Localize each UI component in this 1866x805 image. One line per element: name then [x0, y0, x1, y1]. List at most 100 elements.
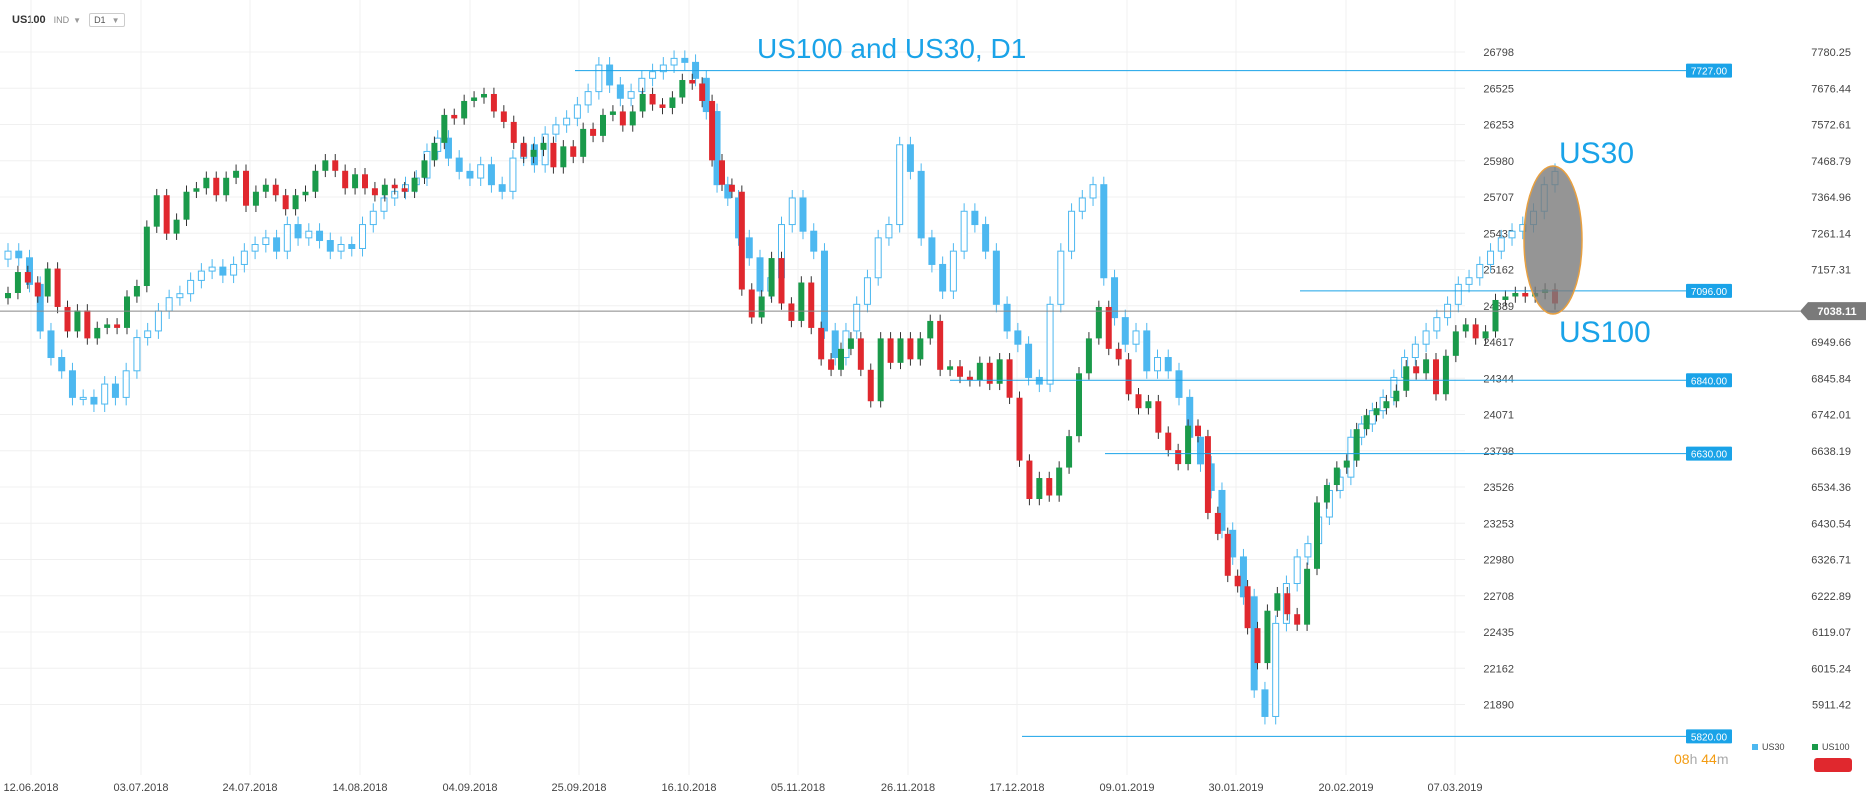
timeframe-dropdown[interactable]: D1 ▼ — [89, 13, 125, 27]
us30-candle — [799, 197, 807, 232]
us100-candle — [183, 191, 190, 220]
us100-candle — [758, 296, 765, 318]
us100-candle — [1482, 331, 1489, 339]
sell-button[interactable] — [1814, 758, 1852, 772]
us30-candle — [1454, 283, 1462, 305]
us100-candle — [252, 191, 259, 206]
us100-candle — [14, 272, 21, 293]
us100-candle — [1175, 450, 1182, 465]
us30-candle — [1068, 210, 1076, 252]
us100-candle — [738, 191, 745, 290]
y-tick-label-us30: 23798 — [1483, 446, 1514, 458]
us30-candle — [1497, 237, 1505, 252]
us30-candle — [584, 91, 592, 106]
us30-candle — [240, 250, 248, 265]
level-price-tag — [1686, 63, 1732, 78]
us100-candle — [1393, 390, 1400, 402]
level-price-label: 7727.00 — [1691, 67, 1728, 78]
us100-candle — [1115, 348, 1122, 360]
candle-countdown-timer: 08h 44m — [1674, 751, 1729, 767]
y-tick-label-us100: 7676.44 — [1811, 83, 1851, 95]
x-tick-label: 04.09.2018 — [442, 782, 497, 794]
us100-candle — [857, 338, 864, 370]
us100-candle — [441, 114, 448, 143]
us100-candle — [1036, 478, 1043, 499]
us30-candle — [165, 297, 173, 312]
us100-candle — [471, 97, 478, 101]
y-tick-label-us100: 7468.79 — [1811, 156, 1851, 168]
y-tick-label-us30: 22980 — [1483, 555, 1514, 567]
us100-candle — [1433, 359, 1439, 395]
us100-candle — [133, 286, 140, 297]
us30-candle — [595, 64, 603, 93]
us30-candle — [1046, 303, 1054, 385]
y-tick-label-us100: 6222.89 — [1811, 591, 1851, 603]
us30-candle — [326, 240, 334, 252]
us30-candle — [58, 357, 66, 372]
y-tick-label-us30: 24889 — [1483, 301, 1514, 313]
us100-candle — [530, 149, 537, 157]
level-price-tag — [1686, 373, 1732, 388]
us100-candle — [1373, 408, 1380, 416]
us30-candle — [197, 270, 205, 281]
current-price-label: 7038.11 — [1817, 306, 1856, 318]
us30-candle — [273, 237, 281, 252]
us100-candle — [828, 359, 835, 370]
us30-candle — [251, 244, 259, 252]
x-tick-label: 07.03.2019 — [1427, 782, 1482, 794]
us100-candle — [699, 83, 706, 101]
x-tick-label: 03.07.2018 — [113, 782, 168, 794]
us100-candle — [44, 268, 51, 297]
us100-candle — [996, 359, 1003, 384]
us100-candle — [153, 195, 160, 227]
us30-candle — [906, 144, 914, 172]
us100-candle — [163, 195, 170, 234]
us100-candle — [332, 160, 339, 171]
us100-candle — [421, 160, 428, 178]
y-tick-label-us100: 7364.96 — [1811, 192, 1851, 204]
us30-candle — [681, 57, 689, 63]
us30-candle — [616, 84, 624, 99]
us100-candle — [768, 258, 775, 297]
symbol-label[interactable]: US100 — [12, 14, 46, 26]
us100-candle — [1185, 425, 1192, 465]
us100-candle — [728, 184, 735, 192]
us100-candle — [1353, 429, 1360, 461]
us30-candle — [359, 224, 367, 249]
us30-candle — [1132, 330, 1140, 345]
us30-candle — [1508, 230, 1516, 239]
us100-candle — [927, 320, 934, 339]
us30-candle — [262, 237, 270, 246]
us100-candle — [1522, 292, 1529, 297]
y-tick-label-us100: 6326.71 — [1811, 555, 1851, 567]
us30-candle — [1196, 436, 1204, 465]
us30-candle — [831, 330, 839, 359]
us100-candle — [94, 327, 101, 339]
y-tick-label-us100: 6534.36 — [1811, 482, 1851, 494]
us100-candle — [867, 369, 874, 402]
us100-candle — [600, 114, 606, 136]
us100-candle — [957, 366, 963, 377]
us30-candle — [1272, 622, 1280, 717]
us100-candle — [937, 320, 944, 370]
us100-candle — [570, 146, 577, 157]
us100-candle — [1472, 324, 1479, 339]
us30-candle — [1100, 184, 1108, 279]
us30-candle — [853, 303, 861, 332]
us30-candle — [369, 210, 377, 226]
us100-candle — [352, 174, 359, 189]
us30-candle — [552, 124, 560, 135]
us30-candle — [756, 257, 764, 292]
y-tick-label-us100: 6742.01 — [1811, 410, 1851, 422]
us30-candle — [176, 293, 184, 299]
us100-candle — [1214, 512, 1221, 534]
legend-item-us100: US100 — [1812, 742, 1850, 752]
x-tick-label: 05.11.2018 — [771, 782, 825, 794]
us30-candle — [939, 263, 947, 292]
us100-candle — [1135, 394, 1142, 409]
indicator-dropdown[interactable]: IND ▼ — [54, 15, 81, 25]
us100-candle — [461, 100, 468, 119]
us100-candle — [411, 177, 418, 192]
us30-candle — [1175, 370, 1183, 398]
